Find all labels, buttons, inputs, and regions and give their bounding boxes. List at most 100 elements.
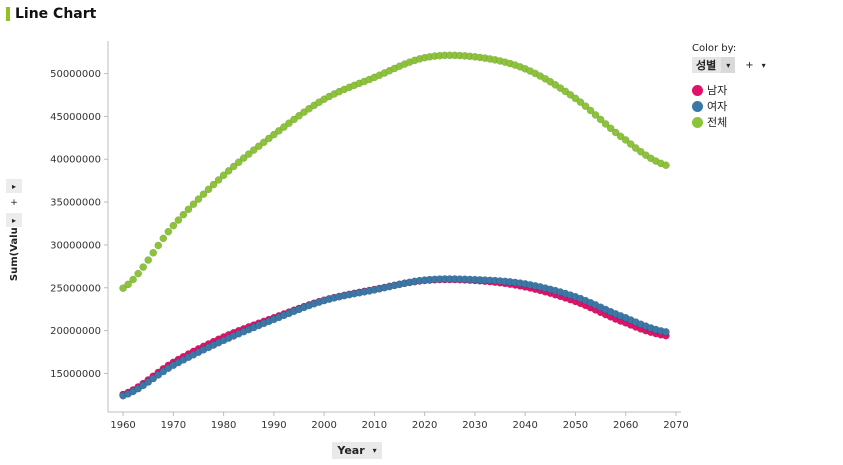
y-axis-collapse-button[interactable]: ▸ (6, 213, 22, 227)
legend-item-female[interactable]: 여자 (692, 98, 842, 114)
y-axis-add-button[interactable]: + (10, 198, 18, 208)
chevron-down-icon: ▾ (761, 60, 766, 70)
data-point-total (249, 146, 258, 154)
y-tick-label: 35000000 (50, 198, 101, 209)
y-tick-label: 45000000 (50, 112, 101, 123)
y-tick-label: 50000000 (50, 69, 101, 80)
series-female (119, 275, 670, 400)
data-point-total (184, 205, 193, 214)
data-point-total (134, 269, 143, 278)
data-point-female (149, 374, 158, 383)
legend-item-male[interactable]: 남자 (692, 82, 842, 98)
data-point-total (290, 115, 298, 124)
y-tick-label: 30000000 (50, 240, 101, 251)
series-male (119, 275, 670, 399)
data-point-total (179, 210, 188, 219)
y-axis-expand-button[interactable]: ▸ (6, 179, 22, 193)
data-point-total (285, 119, 293, 128)
data-point-total (586, 106, 595, 115)
data-point-total (561, 87, 570, 96)
data-point-female (154, 371, 163, 379)
y-tick-label: 15000000 (50, 369, 101, 380)
data-point-total (566, 91, 575, 99)
data-point-total (129, 275, 137, 284)
data-point-total (254, 142, 263, 151)
x-tick-label: 2010 (362, 420, 387, 431)
data-point-total (616, 132, 625, 141)
legend-controls: 성별 ▾ + ▾ (692, 57, 842, 73)
x-tick-label: 1980 (211, 420, 236, 431)
data-point-total (631, 144, 640, 152)
data-point-total (636, 147, 645, 156)
legend-swatch-female (692, 100, 703, 112)
data-point-total (234, 158, 243, 167)
data-point-total (149, 248, 158, 257)
data-point-total (601, 120, 610, 128)
data-point-total (571, 94, 580, 103)
data-point-total (264, 134, 273, 143)
data-point-total (224, 167, 233, 175)
data-point-total (626, 140, 635, 148)
legend: Color by: 성별 ▾ + ▾ 남자 여자 전체 (692, 43, 842, 130)
color-by-field-label: 성별 (696, 59, 717, 72)
data-point-female (139, 381, 148, 390)
y-tick-label: 40000000 (50, 155, 101, 166)
data-point-total (229, 162, 238, 171)
series-total (119, 51, 670, 293)
x-axis-selector[interactable]: Year ▾ (332, 442, 382, 459)
x-tick-label: 1990 (261, 420, 286, 431)
data-point-total (169, 221, 178, 230)
data-point-total (606, 124, 615, 133)
axes: 15000000 20000000 25000000 30000000 35000000… (9, 41, 689, 431)
data-point-total (164, 227, 173, 236)
data-point-total (204, 185, 213, 194)
legend-label-female: 여자 (707, 100, 728, 113)
data-point-total (244, 150, 253, 158)
plus-icon: + (745, 59, 754, 71)
legend-swatch-male (692, 84, 703, 96)
data-point-total (199, 190, 208, 199)
data-point-total (259, 138, 268, 147)
x-axis-selector-label: Year (337, 444, 365, 457)
y-axis-controls: ▸ + ▸ (6, 179, 22, 230)
data-point-total (300, 108, 308, 117)
data-point-total (159, 234, 168, 243)
legend-label-male: 남자 (707, 84, 728, 97)
data-point-total (194, 195, 203, 203)
data-point-total (596, 115, 605, 124)
chart-title-bar: Line Chart (6, 5, 96, 23)
data-point-total (621, 136, 630, 144)
y-tick-label: 20000000 (50, 326, 101, 337)
y-axis-title: Sum(Value) (9, 216, 20, 281)
data-point-total (189, 200, 198, 209)
x-tick-label: 2040 (512, 420, 537, 431)
y-tick-label: 25000000 (50, 283, 101, 294)
data-point-total (295, 111, 303, 120)
data-point-total (591, 111, 600, 119)
legend-swatch-total (692, 116, 703, 128)
data-point-total (144, 256, 153, 264)
data-point-total (219, 171, 228, 180)
color-by-dropdown[interactable]: 성별 ▾ (692, 57, 736, 73)
data-point-total (214, 176, 223, 184)
chevron-down-icon: ▾ (721, 57, 736, 73)
x-tick-label: 2070 (663, 420, 688, 431)
data-point-total (139, 263, 148, 271)
title-accent-bar (6, 7, 10, 21)
data-point-total (611, 128, 620, 137)
chevron-down-icon: ▾ (372, 446, 377, 455)
data-points (119, 51, 670, 400)
legend-label-total: 전체 (707, 116, 728, 129)
data-point-total (124, 280, 132, 289)
legend-title: Color by: (692, 43, 737, 54)
x-tick-label: 2000 (311, 420, 336, 431)
data-point-female (662, 328, 670, 336)
x-tick-label: 1970 (161, 420, 186, 431)
legend-item-total[interactable]: 전체 (692, 114, 842, 130)
color-by-add-button[interactable]: + ▾ (745, 60, 765, 71)
x-tick-label: 2050 (563, 420, 588, 431)
data-point-total (174, 216, 183, 224)
data-point-female (144, 378, 153, 386)
data-point-total (154, 241, 163, 250)
